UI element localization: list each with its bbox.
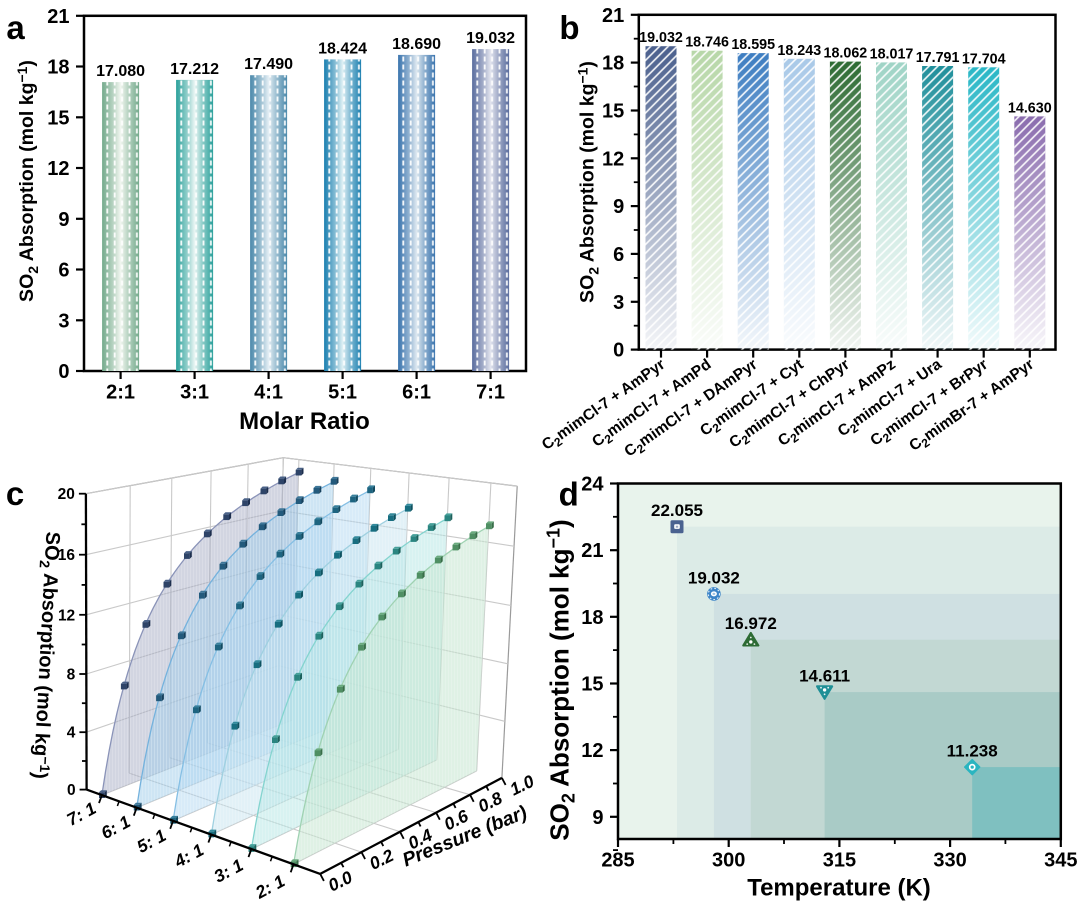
svg-text:SO2 Absorption (mol kg−1): SO2 Absorption (mol kg−1) <box>14 60 41 302</box>
svg-text:21: 21 <box>47 6 69 28</box>
svg-text:18.595: 18.595 <box>731 37 775 53</box>
svg-text:SO2 Absorption (mol kg−1): SO2 Absorption (mol kg−1) <box>544 519 579 840</box>
svg-text:4: 1: 4: 1 <box>170 840 207 872</box>
svg-text:17.704: 17.704 <box>962 51 1006 67</box>
svg-text:9: 9 <box>592 807 603 829</box>
svg-text:8: 8 <box>67 667 76 684</box>
svg-text:17.080: 17.080 <box>96 63 145 80</box>
svg-text:3: 1: 3: 1 <box>210 855 246 887</box>
svg-text:14.630: 14.630 <box>1008 100 1052 116</box>
svg-text:a: a <box>6 9 25 46</box>
svg-text:16: 16 <box>58 547 76 564</box>
svg-text:0.2: 0.2 <box>366 845 397 874</box>
svg-text:0.0: 0.0 <box>325 867 356 896</box>
svg-text:17.490: 17.490 <box>244 56 293 73</box>
svg-text:0: 0 <box>613 340 624 362</box>
svg-text:18.017: 18.017 <box>870 46 914 62</box>
svg-text:315: 315 <box>823 850 856 872</box>
svg-text:16.972: 16.972 <box>725 614 777 633</box>
svg-text:18: 18 <box>602 53 624 75</box>
svg-text:2: 1: 2: 1 <box>251 871 288 903</box>
svg-text:345: 345 <box>1044 850 1077 872</box>
svg-text:300: 300 <box>712 850 745 872</box>
svg-text:18.062: 18.062 <box>824 46 868 62</box>
svg-text:9: 9 <box>58 209 69 231</box>
svg-text:4:1: 4:1 <box>254 382 283 404</box>
svg-text:5:1: 5:1 <box>328 382 357 404</box>
svg-text:18.243: 18.243 <box>777 43 821 59</box>
svg-text:17.212: 17.212 <box>170 61 219 78</box>
svg-text:2:1: 2:1 <box>106 382 135 404</box>
svg-text:9: 9 <box>613 196 624 218</box>
svg-text:6: 6 <box>58 260 69 282</box>
svg-text:12: 12 <box>58 607 75 624</box>
svg-text:15: 15 <box>47 107 69 129</box>
svg-text:19.032: 19.032 <box>639 30 683 46</box>
svg-text:12: 12 <box>581 740 603 762</box>
svg-text:285: 285 <box>601 850 634 872</box>
svg-text:7:1: 7:1 <box>476 382 505 404</box>
svg-text:18.690: 18.690 <box>392 36 441 53</box>
svg-text:20: 20 <box>58 486 75 503</box>
svg-text:19.032: 19.032 <box>466 30 515 47</box>
svg-text:SO2 Absorption (mol kg−1): SO2 Absorption (mol kg−1) <box>575 61 602 303</box>
svg-text:14.611: 14.611 <box>799 667 850 686</box>
svg-text:18.424: 18.424 <box>318 40 367 57</box>
svg-text:c: c <box>6 475 24 512</box>
svg-text:12: 12 <box>602 148 624 170</box>
svg-text:0: 0 <box>58 361 69 383</box>
svg-text:19.032: 19.032 <box>688 568 740 587</box>
svg-text:b: b <box>559 9 579 46</box>
svg-text:5: 1: 5: 1 <box>133 825 169 857</box>
svg-text:15: 15 <box>581 674 603 696</box>
svg-text:3: 3 <box>58 310 69 332</box>
svg-text:Temperature (K): Temperature (K) <box>747 875 931 902</box>
svg-text:0: 0 <box>67 782 76 799</box>
svg-text:330: 330 <box>933 850 966 872</box>
svg-text:1.0: 1.0 <box>507 771 538 800</box>
svg-text:SO2 Absorption (mol kg−1): SO2 Absorption (mol kg−1) <box>26 531 66 780</box>
svg-text:22.055: 22.055 <box>651 501 703 520</box>
svg-text:18.746: 18.746 <box>685 35 729 51</box>
svg-text:7: 1: 7: 1 <box>63 798 99 830</box>
svg-text:18: 18 <box>581 607 603 629</box>
svg-text:6:1: 6:1 <box>402 382 431 404</box>
svg-text:3:1: 3:1 <box>180 382 209 404</box>
svg-text:6: 6 <box>613 244 624 266</box>
svg-text:15: 15 <box>602 101 624 123</box>
svg-text:3: 3 <box>613 292 624 314</box>
svg-text:4: 4 <box>67 725 76 742</box>
svg-text:11.238: 11.238 <box>947 742 998 761</box>
svg-text:17.791: 17.791 <box>916 50 960 66</box>
svg-text:Molar Ratio: Molar Ratio <box>239 408 370 435</box>
svg-text:12: 12 <box>47 158 69 180</box>
svg-text:d: d <box>559 475 579 512</box>
svg-text:21: 21 <box>581 540 603 562</box>
svg-text:24: 24 <box>581 474 604 496</box>
svg-text:18: 18 <box>47 57 69 79</box>
svg-text:21: 21 <box>602 5 624 27</box>
svg-text:6: 1: 6: 1 <box>98 811 134 843</box>
